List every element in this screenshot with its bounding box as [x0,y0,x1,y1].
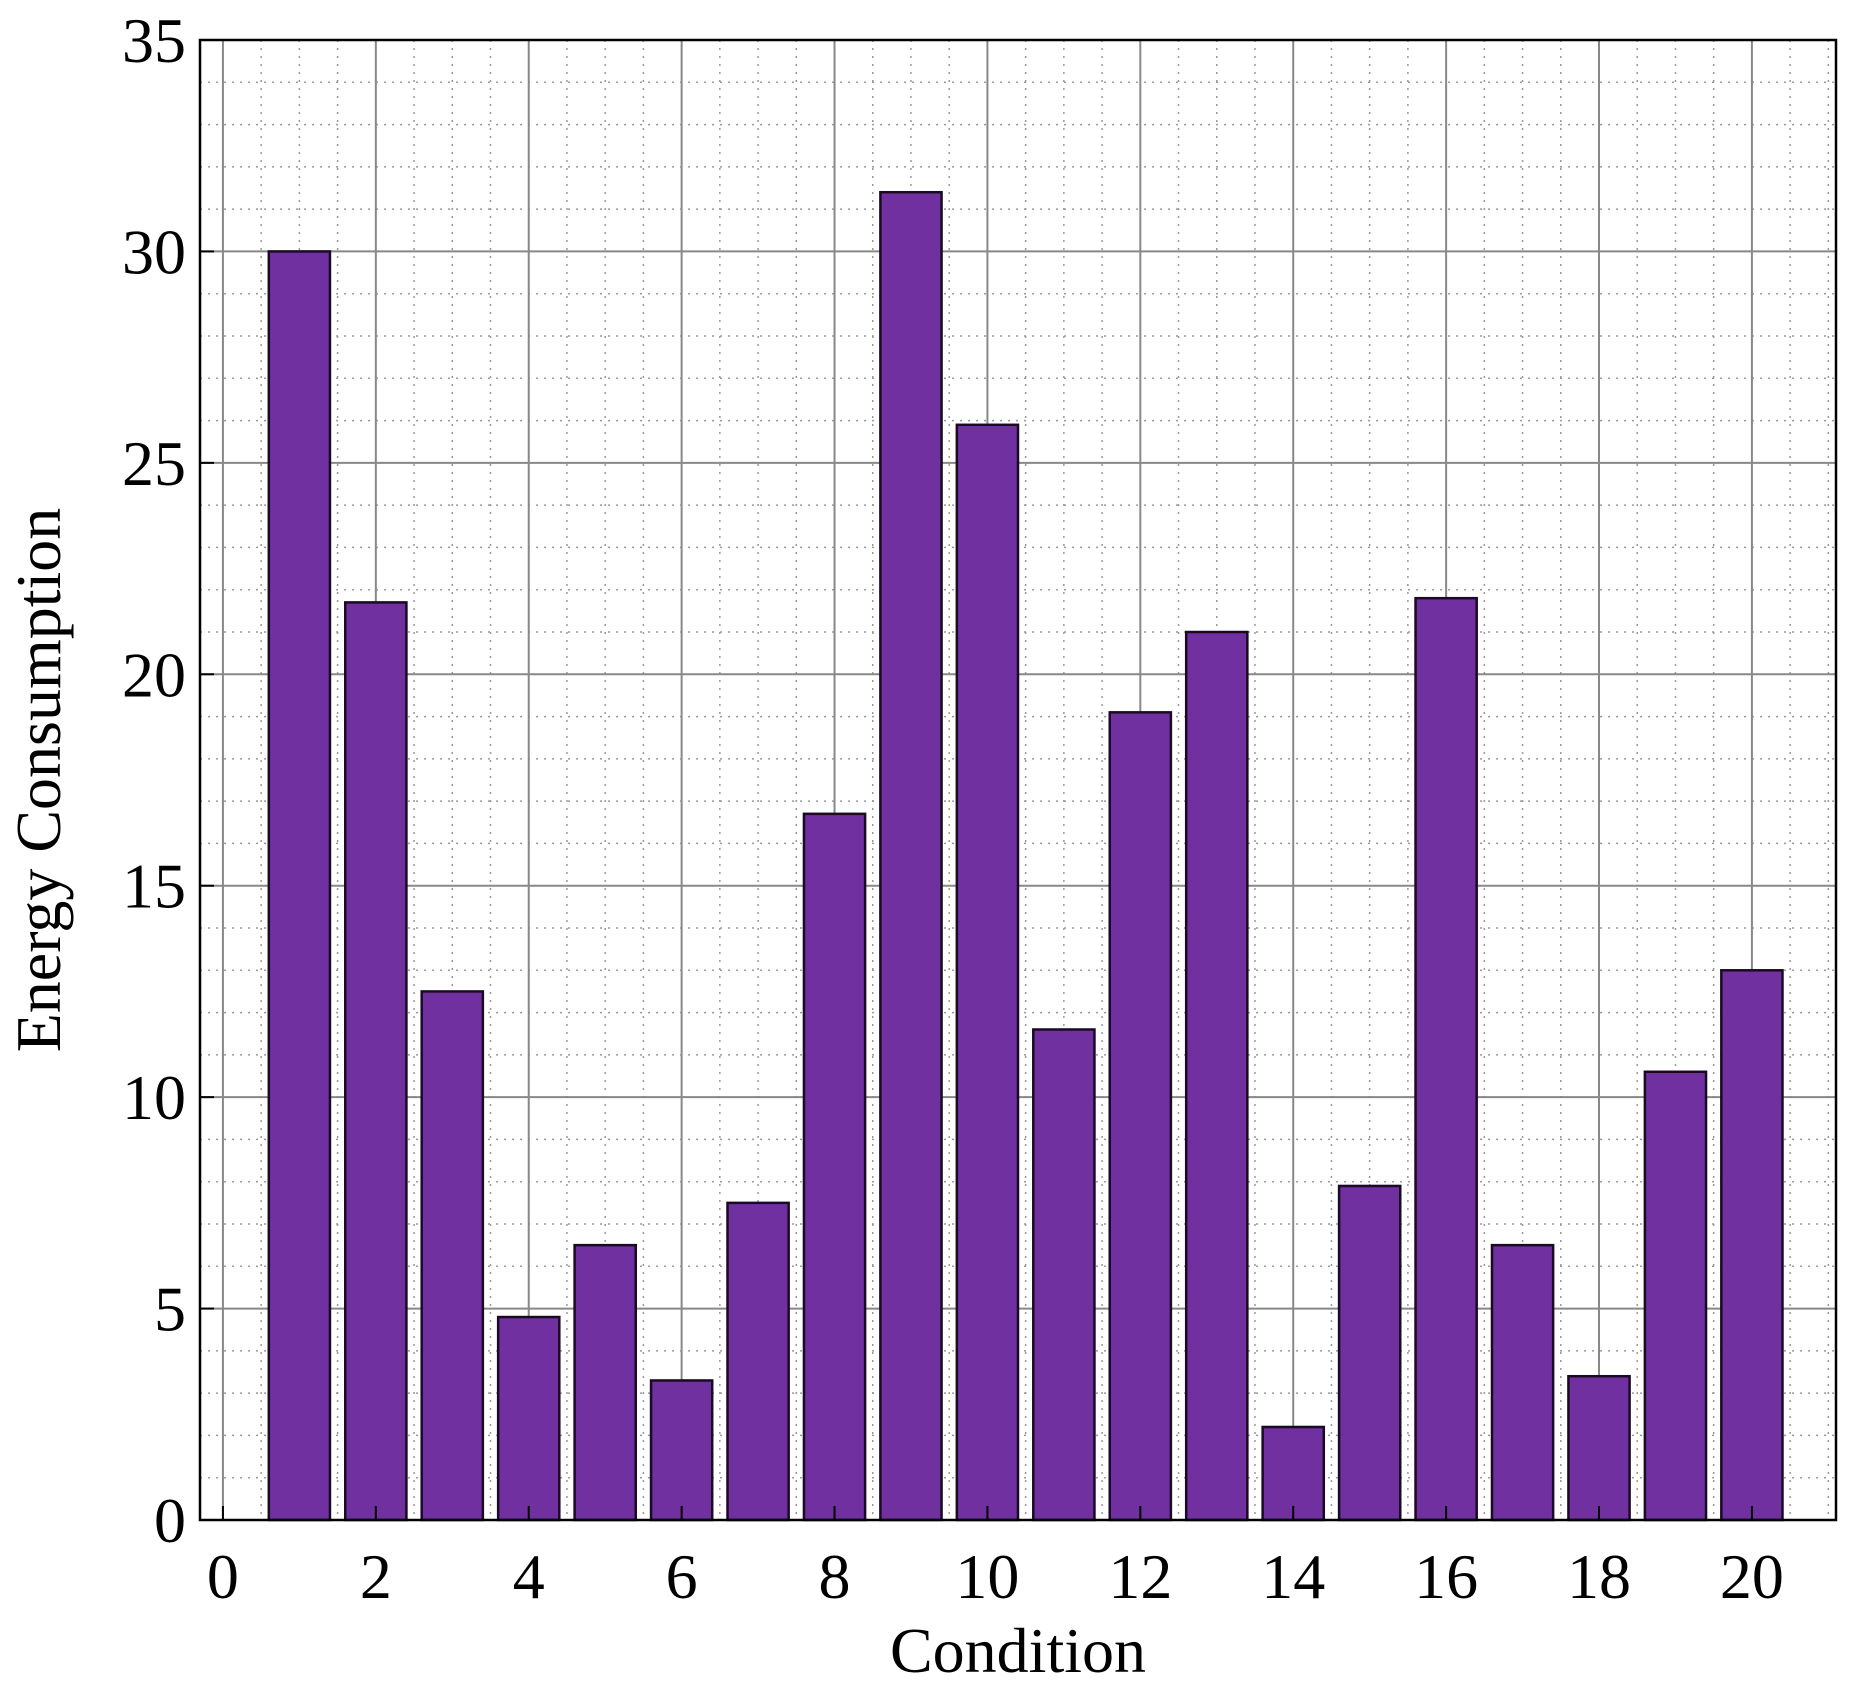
y-axis-title: Energy Consumption [3,508,74,1053]
bar-condition-11 [1032,1028,1096,1522]
bar-condition-4 [496,1315,561,1522]
x-tick-label: 10 [955,1541,1019,1612]
bar-condition-19 [1643,1070,1708,1522]
x-tick-label: 4 [513,1541,545,1612]
x-tick-label: 20 [1720,1541,1784,1612]
plot-frame [198,38,1838,1522]
bar-condition-1 [267,250,332,1522]
bar-condition-9 [879,190,943,1522]
bar-condition-12 [1108,711,1173,1522]
x-tick-labels: 0 2 4 6 8 10 12 14 16 18 20 [207,1541,1784,1612]
y-tick-label: 10 [122,1062,186,1133]
bar-condition-6 [649,1379,714,1522]
x-tick-label: 6 [666,1541,698,1612]
y-tick-label: 20 [122,639,186,710]
bars [267,190,1784,1522]
y-tick-label: 5 [154,1274,186,1345]
bar-condition-16 [1414,596,1478,1522]
y-tick-labels: 0 5 10 15 20 25 30 35 [122,5,186,1556]
y-tick-label: 25 [122,428,186,499]
y-tick-label: 0 [154,1485,186,1556]
bar-condition-18 [1567,1374,1631,1522]
bar-condition-13 [1184,630,1249,1522]
bar-condition-7 [726,1201,790,1522]
bar-condition-17 [1490,1243,1555,1522]
x-tick-label: 8 [819,1541,851,1612]
bar-condition-15 [1337,1184,1402,1522]
x-tick-label: 12 [1108,1541,1172,1612]
y-tick-label: 30 [122,216,186,287]
axis-ticks [200,39,1753,1521]
bar-condition-10 [955,423,1020,1522]
bar-condition-5 [573,1243,638,1522]
y-tick-label: 35 [122,5,186,76]
x-axis-title: Condition [890,1615,1146,1686]
x-tick-label: 2 [360,1541,392,1612]
y-tick-label: 15 [122,851,186,922]
bar-condition-8 [802,812,867,1522]
x-tick-label: 16 [1414,1541,1478,1612]
x-tick-label: 18 [1567,1541,1631,1612]
bar-condition-20 [1720,969,1784,1522]
bar-condition-2 [344,601,408,1522]
bar-condition-3 [420,990,485,1522]
x-tick-label: 0 [207,1541,239,1612]
x-tick-label: 14 [1261,1541,1325,1612]
